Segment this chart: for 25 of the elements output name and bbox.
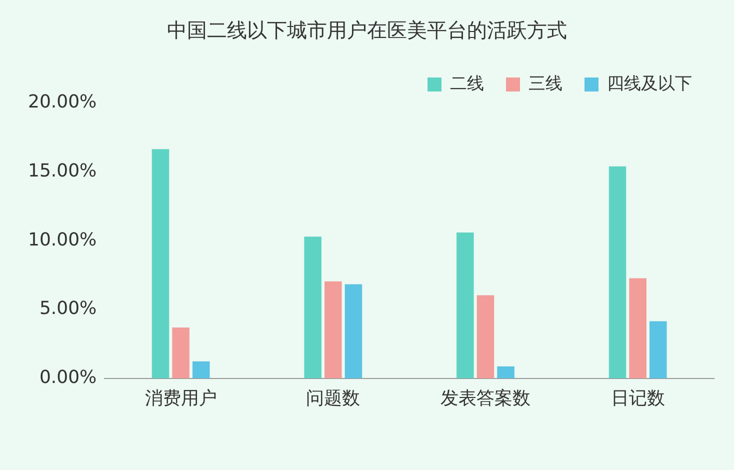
bar bbox=[344, 284, 362, 378]
bar bbox=[650, 321, 667, 378]
x-tick-label: 消费用户 bbox=[144, 388, 217, 409]
x-tick-label: 发表答案数 bbox=[440, 388, 530, 409]
y-tick-label: 15.00% bbox=[28, 160, 97, 182]
x-tick-label: 问题数 bbox=[306, 388, 360, 409]
bar bbox=[476, 295, 494, 378]
bar bbox=[152, 149, 170, 378]
bar bbox=[324, 281, 342, 378]
legend-label: 四线及以下 bbox=[607, 74, 692, 94]
bar bbox=[304, 236, 322, 378]
bar bbox=[497, 366, 514, 378]
bar bbox=[192, 361, 210, 378]
y-tick-label: 20.00% bbox=[28, 92, 97, 113]
bar bbox=[172, 327, 190, 378]
bar bbox=[456, 232, 474, 378]
legend-label: 三线 bbox=[528, 74, 562, 94]
bar bbox=[629, 278, 646, 378]
legend-label: 二线 bbox=[450, 74, 484, 94]
bar bbox=[608, 166, 626, 378]
y-tick-label: 0.00% bbox=[39, 367, 97, 388]
x-tick-label: 日记数 bbox=[610, 388, 665, 409]
chart-title: 中国二线以下城市用户在医美平台的活跃方式 bbox=[167, 18, 567, 42]
y-tick-label: 10.00% bbox=[28, 229, 97, 250]
y-tick-label: 5.00% bbox=[39, 298, 97, 320]
